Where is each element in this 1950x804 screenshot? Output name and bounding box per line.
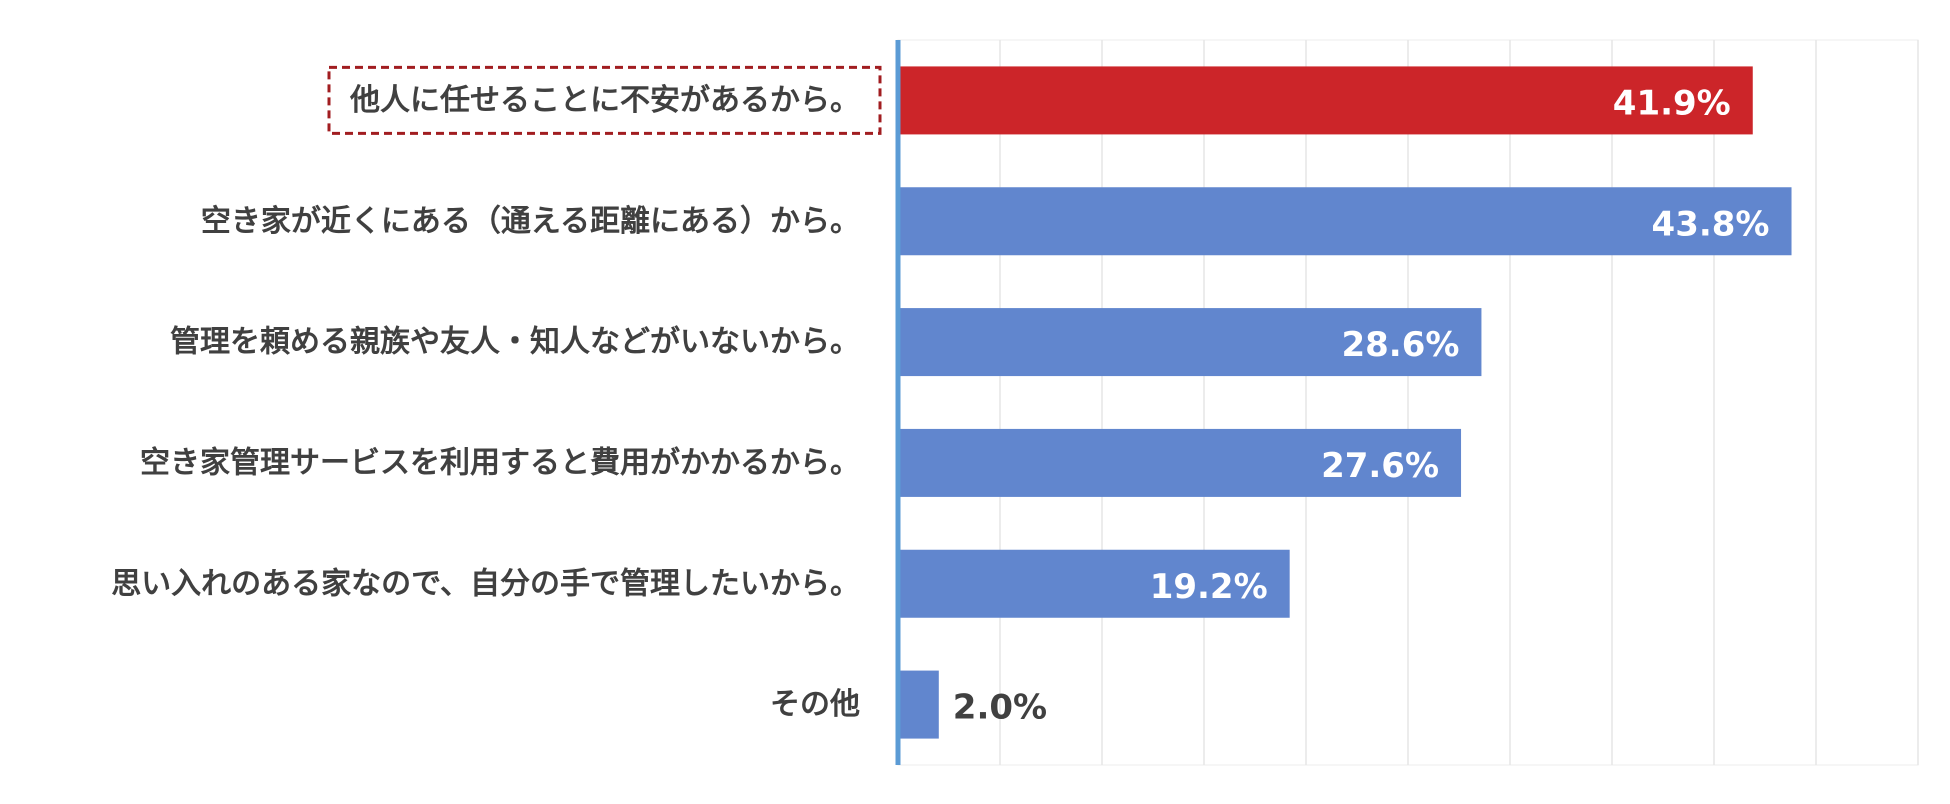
value-label: 2.0% <box>953 688 1047 728</box>
bar <box>898 66 1753 135</box>
value-label: 19.2% <box>1150 567 1268 607</box>
bar <box>898 428 1462 497</box>
bar <box>898 670 939 739</box>
category-label: 空き家管理サービスを利用すると費用がかかるから。 <box>140 445 860 480</box>
bar <box>898 549 1290 618</box>
category-label: 空き家が近くにある（通える距離にある）から。 <box>201 204 860 239</box>
value-label: 41.9% <box>1613 83 1731 123</box>
value-labels: 41.9% 43.8% 28.6% 27.6% 19.2% 2.0% <box>953 83 1770 727</box>
gridlines <box>999 40 1919 765</box>
category-labels: 他人に任せることに不安があるから。空き家が近くにある（通える距離にある）から。管… <box>111 65 882 722</box>
value-label: 27.6% <box>1321 446 1439 486</box>
category-label: 思い入れのある家なので、自分の手で管理したいから。 <box>111 566 860 601</box>
bar <box>898 187 1792 256</box>
category-label: その他 <box>770 687 860 722</box>
highlight-box <box>327 65 882 135</box>
value-label: 28.6% <box>1341 325 1459 365</box>
bars <box>898 66 1792 739</box>
value-label: 43.8% <box>1652 204 1770 244</box>
bar <box>898 308 1482 377</box>
category-label: 他人に任せることに不安があるから。 <box>349 83 860 118</box>
category-label: 管理を頼める親族や友人・知人などがいないから。 <box>170 325 860 360</box>
